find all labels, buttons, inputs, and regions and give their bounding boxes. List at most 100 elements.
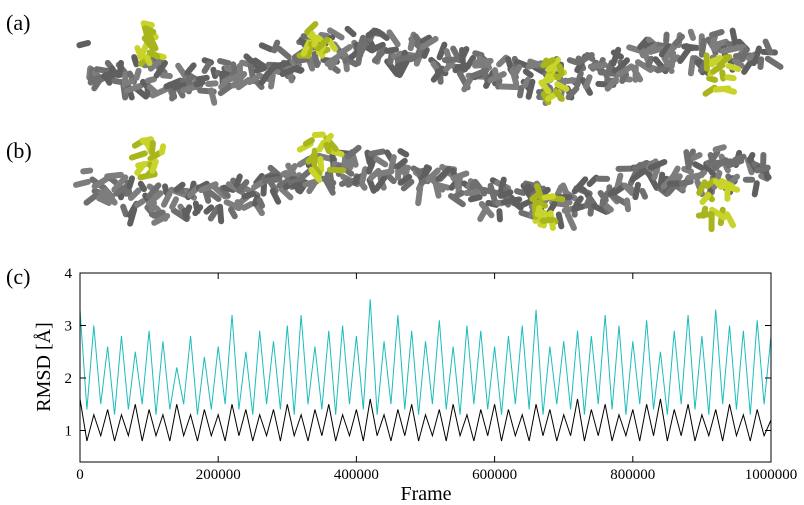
panel-label: (c) xyxy=(6,264,30,289)
rod xyxy=(162,183,170,196)
rod xyxy=(163,77,184,90)
rod xyxy=(116,59,124,79)
rod xyxy=(498,176,507,193)
rod xyxy=(217,82,234,97)
rod-highlight xyxy=(695,211,714,219)
rod xyxy=(230,71,248,89)
rod xyxy=(148,199,157,213)
rod xyxy=(205,80,219,88)
rod xyxy=(435,166,452,182)
rod xyxy=(610,46,622,67)
rod xyxy=(122,78,135,87)
rod xyxy=(366,177,377,194)
rod-highlight xyxy=(704,177,717,190)
rod xyxy=(120,203,129,218)
rod xyxy=(91,75,107,84)
rod xyxy=(251,194,261,207)
rod xyxy=(344,144,362,160)
rod xyxy=(221,73,241,85)
rod xyxy=(258,42,274,53)
rod xyxy=(386,29,401,48)
rod xyxy=(762,38,774,56)
rod xyxy=(241,190,256,200)
rod-highlight xyxy=(311,34,322,48)
series-line xyxy=(79,299,772,415)
rod xyxy=(137,180,148,193)
rod-highlight xyxy=(142,25,157,35)
y-tick-label: 4 xyxy=(65,266,73,282)
rod-highlight xyxy=(708,54,723,68)
rod xyxy=(561,205,575,214)
rod xyxy=(461,75,474,93)
rod xyxy=(206,188,222,202)
rod xyxy=(184,62,197,76)
rod xyxy=(432,179,442,199)
rod xyxy=(402,164,410,180)
rod xyxy=(217,203,225,225)
rod xyxy=(221,184,237,193)
rod xyxy=(318,31,331,39)
rod-highlight xyxy=(556,63,565,77)
rod xyxy=(153,59,168,79)
rod xyxy=(208,87,218,106)
rod xyxy=(587,62,608,70)
rod xyxy=(240,201,254,211)
rod xyxy=(687,28,696,41)
series-line xyxy=(79,398,772,442)
rod xyxy=(104,171,124,180)
rod xyxy=(159,72,173,80)
rod-highlight xyxy=(538,79,552,95)
rod xyxy=(367,148,386,157)
rod xyxy=(637,36,650,51)
rod xyxy=(144,76,157,84)
rod xyxy=(387,154,397,175)
rod xyxy=(273,59,294,70)
rod xyxy=(149,85,171,99)
rod-highlight xyxy=(302,137,315,147)
rod xyxy=(169,196,179,211)
rod xyxy=(678,178,694,187)
rod xyxy=(511,200,524,211)
rod xyxy=(496,54,509,68)
rod xyxy=(126,175,135,190)
rod xyxy=(359,166,369,185)
rod xyxy=(498,83,521,91)
rod xyxy=(365,27,380,39)
rod xyxy=(459,46,470,62)
rod xyxy=(663,54,681,68)
rod-highlight xyxy=(722,86,738,95)
rod-highlight xyxy=(311,164,323,177)
rod xyxy=(421,46,430,59)
rod xyxy=(346,158,354,171)
rod xyxy=(500,196,523,206)
rod xyxy=(727,173,740,187)
rod-highlight xyxy=(706,75,719,83)
rod-highlight xyxy=(323,141,332,154)
rod-highlight xyxy=(326,166,347,174)
rod xyxy=(522,76,531,89)
rod xyxy=(175,62,191,82)
rod-highlight xyxy=(533,199,549,209)
rod xyxy=(556,77,578,85)
rod xyxy=(201,60,212,74)
rod xyxy=(611,184,626,196)
rod xyxy=(228,206,238,220)
rod xyxy=(732,153,747,163)
rod xyxy=(76,40,91,49)
rod xyxy=(658,43,672,58)
x-tick-label: 400000 xyxy=(334,467,379,483)
rod xyxy=(639,187,649,200)
rod xyxy=(327,27,345,41)
x-tick-label: 0 xyxy=(76,467,84,483)
rod xyxy=(253,172,265,186)
rod xyxy=(522,68,534,79)
rod xyxy=(210,66,219,80)
rod xyxy=(146,182,162,200)
rod xyxy=(604,76,619,92)
rod xyxy=(171,82,188,90)
rod xyxy=(419,35,439,50)
rod xyxy=(468,194,483,203)
plot-frame xyxy=(79,272,772,463)
rod xyxy=(396,58,410,79)
rod xyxy=(712,158,734,167)
